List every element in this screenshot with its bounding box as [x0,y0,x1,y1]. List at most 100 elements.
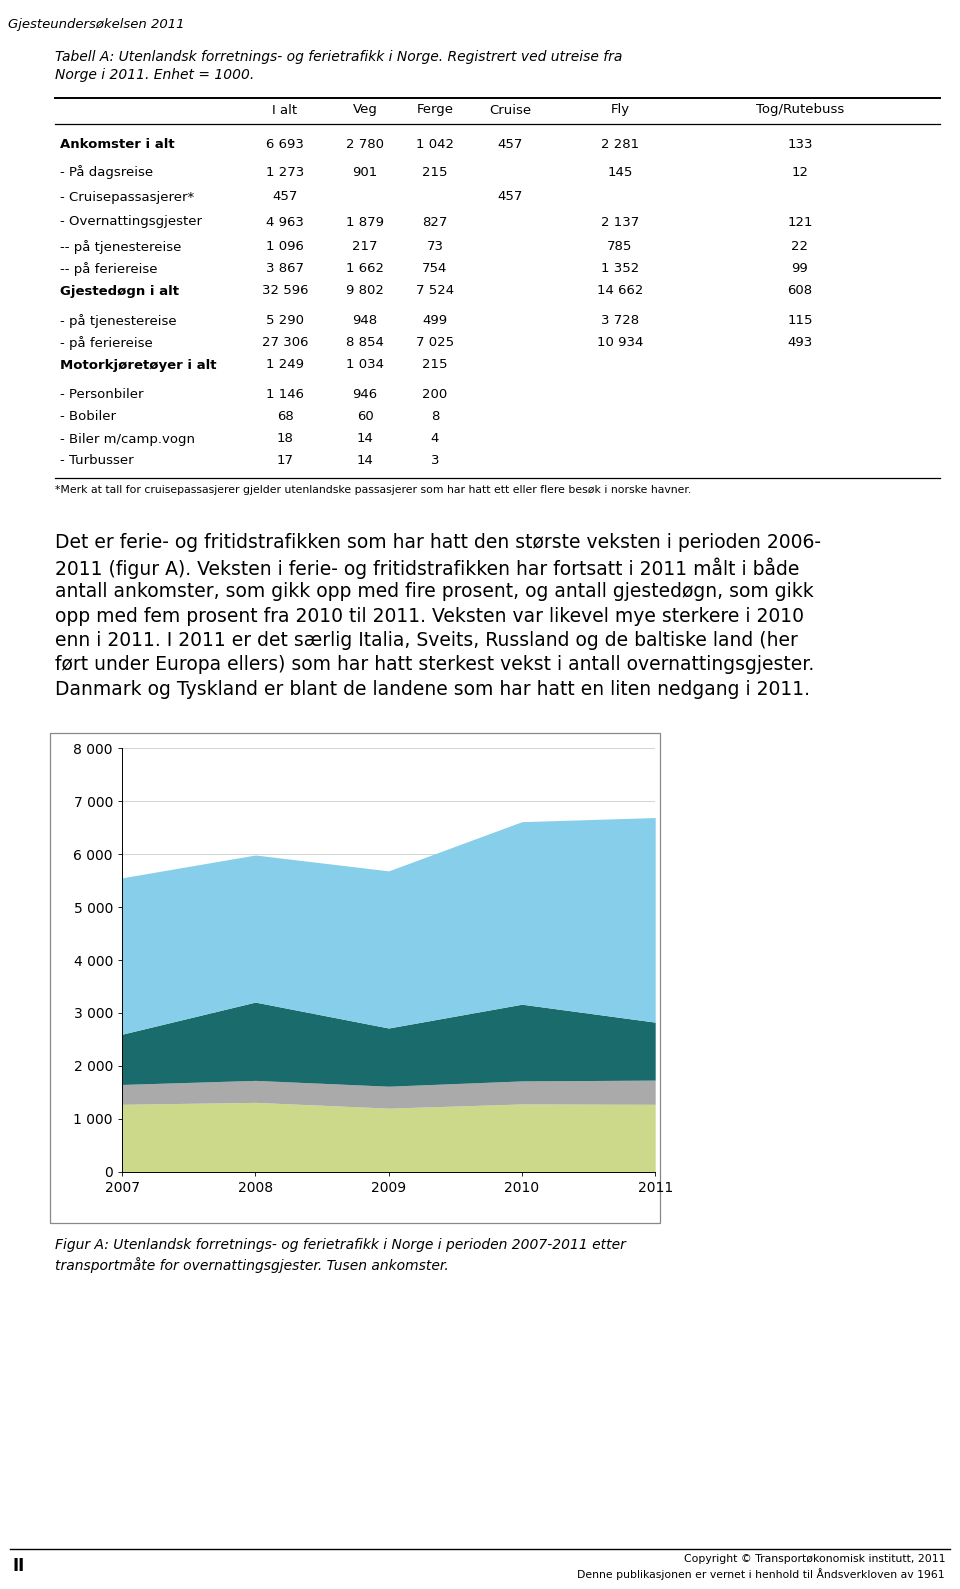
Text: 73: 73 [426,240,444,254]
Text: 754: 754 [422,262,447,275]
Text: 827: 827 [422,216,447,229]
Text: 4: 4 [431,432,439,445]
Text: 14 662: 14 662 [597,284,643,297]
Text: 6 693: 6 693 [266,138,304,151]
Text: 22: 22 [791,240,808,254]
Text: Motorkjøretøyer i alt: Motorkjøretøyer i alt [60,359,217,372]
Text: 1 146: 1 146 [266,388,304,402]
Text: feriereise: feriereise [480,769,539,782]
Text: Figur A: Utenlandsk forretnings- og ferietrafikk i Norge i perioden 2007-2011 et: Figur A: Utenlandsk forretnings- og feri… [55,1238,626,1252]
Text: 1 042: 1 042 [416,138,454,151]
Text: 115: 115 [787,315,813,327]
Text: II: II [12,1557,24,1575]
Text: På dagsreise: På dagsreise [480,917,560,931]
Text: 99: 99 [792,262,808,275]
Text: ført under Europa ellers) som har hatt sterkest vekst i antall overnattingsgjest: ført under Europa ellers) som har hatt s… [55,656,814,674]
Text: 901: 901 [352,165,377,178]
Text: 4 963: 4 963 [266,216,304,229]
Text: Fly: Fly [611,103,630,116]
Text: opp med fem prosent fra 2010 til 2011. Veksten var likevel mye sterkere i 2010: opp med fem prosent fra 2010 til 2011. V… [55,607,804,626]
Text: 18: 18 [276,432,294,445]
Text: 32 596: 32 596 [262,284,308,297]
Text: *Merk at tall for cruisepassasjerer gjelder utenlandske passasjerer som har hatt: *Merk at tall for cruisepassasjerer gjel… [55,485,691,496]
Text: 3 867: 3 867 [266,262,304,275]
Text: 14: 14 [356,432,373,445]
Text: Danmark og Tyskland er blant de landene som har hatt en liten nedgang i 2011.: Danmark og Tyskland er blant de landene … [55,680,810,699]
Text: 14: 14 [356,454,373,467]
Text: enn i 2011. I 2011 er det særlig Italia, Sveits, Russland og de baltiske land (h: enn i 2011. I 2011 er det særlig Italia,… [55,631,798,650]
Text: - Overnattingsgjester: - Overnattingsgjester [60,216,202,229]
Text: 10 934: 10 934 [597,337,643,350]
Bar [462,917,474,928]
Bar [50,733,660,1222]
Text: 2011 (figur A). Veksten i ferie- og fritidstrafikken har fortsatt i 2011 målt i : 2011 (figur A). Veksten i ferie- og frit… [55,558,800,578]
Text: Copyright © Transportøkonomisk institutt, 2011: Copyright © Transportøkonomisk institutt… [684,1554,945,1564]
Text: 1 879: 1 879 [346,216,384,229]
Text: - På dagsreise: - På dagsreise [60,165,154,180]
Text: 2 137: 2 137 [601,216,639,229]
Text: 9 802: 9 802 [346,284,384,297]
Text: 215: 215 [422,359,447,372]
Text: - Personbiler: - Personbiler [60,388,143,402]
Text: -- på feriereise: -- på feriereise [60,262,157,276]
Text: 121: 121 [787,216,813,229]
Text: 608: 608 [787,284,812,297]
Text: 17: 17 [276,454,294,467]
Text: Cruise: Cruise [489,103,531,116]
Text: 145: 145 [608,165,633,178]
Text: 457: 457 [497,191,522,203]
Text: 8: 8 [431,410,439,424]
Text: 8 854: 8 854 [346,337,384,350]
Text: 3: 3 [431,454,440,467]
Text: 1 096: 1 096 [266,240,304,254]
Text: 7 025: 7 025 [416,337,454,350]
Text: Ankomster i alt: Ankomster i alt [60,138,175,151]
Text: Denne publikasjonen er vernet i henhold til Åndsverkloven av 1961: Denne publikasjonen er vernet i henhold … [577,1568,945,1579]
Text: 1 352: 1 352 [601,262,639,275]
Text: 1 249: 1 249 [266,359,304,372]
Text: transportmåte for overnattingsgjester. Tusen ankomster.: transportmåte for overnattingsgjester. T… [55,1257,448,1273]
Text: 68: 68 [276,410,294,424]
Bar [462,863,474,874]
Text: 1 034: 1 034 [346,359,384,372]
Text: 3 728: 3 728 [601,315,639,327]
Text: 2 281: 2 281 [601,138,639,151]
Text: 785: 785 [608,240,633,254]
Text: - Turbusser: - Turbusser [60,454,133,467]
Text: Tabell A: Utenlandsk forretnings- og ferietrafikk i Norge. Registrert ved utreis: Tabell A: Utenlandsk forretnings- og fer… [55,49,622,64]
Text: 457: 457 [273,191,298,203]
Text: - Biler m/camp.vogn: - Biler m/camp.vogn [60,432,195,445]
Text: - Cruisepassasjerer*: - Cruisepassasjerer* [60,191,194,203]
Text: Ferge: Ferge [417,103,453,116]
Text: 1 273: 1 273 [266,165,304,178]
Text: 27 306: 27 306 [262,337,308,350]
Text: 12: 12 [791,165,808,178]
Text: I alt: I alt [273,103,298,116]
Text: 200: 200 [422,388,447,402]
Text: Overnattingsgjester på: Overnattingsgjester på [480,755,624,769]
Text: 217: 217 [352,240,377,254]
Text: 946: 946 [352,388,377,402]
Text: -- på tjenestereise: -- på tjenestereise [60,240,181,254]
Bar [462,755,474,766]
Text: 5 290: 5 290 [266,315,304,327]
Text: 948: 948 [352,315,377,327]
Text: tjenestereise: tjenestereise [480,823,562,836]
Text: - på feriereise: - på feriereise [60,335,153,350]
Text: Overnattingsgjester på: Overnattingsgjester på [480,809,624,823]
Text: 133: 133 [787,138,813,151]
Text: 457: 457 [497,138,522,151]
Bar [462,809,474,820]
Text: 2 780: 2 780 [346,138,384,151]
Text: Gjesteundersøkelsen 2011: Gjesteundersøkelsen 2011 [8,17,184,32]
Text: 7 524: 7 524 [416,284,454,297]
Text: Tog/Rutebuss: Tog/Rutebuss [756,103,844,116]
Text: Norge i 2011. Enhet = 1000.: Norge i 2011. Enhet = 1000. [55,68,254,83]
Text: - på tjenestereise: - på tjenestereise [60,315,177,327]
Text: Cruisepassasjerer: Cruisepassasjerer [480,863,591,876]
Text: Det er ferie- og fritidstrafikken som har hatt den største veksten i perioden 20: Det er ferie- og fritidstrafikken som ha… [55,532,821,551]
Text: 60: 60 [356,410,373,424]
Text: 1 662: 1 662 [346,262,384,275]
Text: antall ankomster, som gikk opp med fire prosent, og antall gjestedøgn, som gikk: antall ankomster, som gikk opp med fire … [55,582,814,601]
Text: 493: 493 [787,337,812,350]
